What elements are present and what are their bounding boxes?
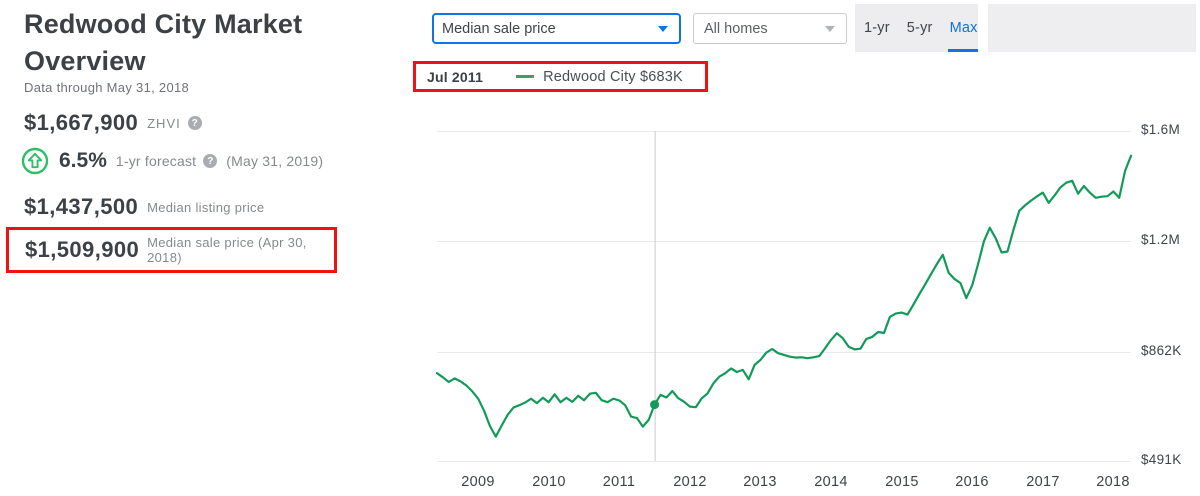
data-through-note: Data through May 31, 2018 <box>24 80 190 95</box>
x-tick-label: 2010 <box>532 474 566 490</box>
tab-5yr[interactable]: 5-yr <box>906 20 933 36</box>
zhvi-stat-row: $1,667,900 ZHVI ? <box>24 110 202 136</box>
home-type-select-value: All homes <box>704 20 768 37</box>
forecast-label: 1-yr forecast <box>115 153 197 169</box>
x-tick-label: 2017 <box>1026 474 1060 490</box>
y-tick-label: $1.6M <box>1141 122 1181 137</box>
y-tick-label: $1.2M <box>1141 232 1181 247</box>
series-dash-icon <box>516 75 535 78</box>
chevron-down-icon <box>658 25 668 32</box>
x-tick-label: 2013 <box>743 474 777 490</box>
forecast-stat-row: 6.5% 1-yr forecast ? (May 31, 2019) <box>21 147 323 175</box>
y-tick-label: $491K <box>1141 452 1182 467</box>
sale-price-label: Median sale price (Apr 30, 2018) <box>147 235 307 265</box>
tooltip-date: Jul 2011 <box>427 68 484 85</box>
x-tick-label: 2014 <box>814 474 848 490</box>
help-icon[interactable]: ? <box>203 154 218 168</box>
x-tick-label: 2012 <box>673 474 707 490</box>
help-icon[interactable]: ? <box>187 116 202 130</box>
page-title: Redwood City Market Overview <box>24 9 303 76</box>
active-tab-underline <box>948 49 978 52</box>
tab-max[interactable]: Max <box>949 20 978 36</box>
x-tick-label: 2011 <box>602 474 636 490</box>
listing-price-value: $1,437,500 <box>24 194 139 219</box>
forecast-value: 6.5% <box>59 149 107 172</box>
tooltip-series-value: Redwood City $683K <box>543 68 683 85</box>
up-arrow-circle-icon <box>21 147 49 175</box>
sale-price-highlight-box: $1,509,900 Median sale price (Apr 30, 20… <box>6 227 337 273</box>
header-panel-background <box>988 4 1196 52</box>
x-tick-label: 2016 <box>955 474 989 490</box>
x-tick-label: 2018 <box>1096 474 1130 490</box>
listing-price-stat-row: $1,437,500 Median listing price <box>24 194 264 220</box>
metric-select-value: Median sale price <box>442 20 556 37</box>
x-tick-label: 2015 <box>885 474 919 490</box>
zhvi-value: $1,667,900 <box>24 110 139 135</box>
price-line <box>435 154 1133 438</box>
cursor-dot <box>650 400 660 410</box>
metric-select[interactable]: Median sale price <box>432 13 681 44</box>
x-tick-label: 2009 <box>461 474 495 490</box>
listing-price-label: Median listing price <box>147 199 265 215</box>
chevron-down-icon <box>825 25 835 32</box>
sale-price-value: $1,509,900 <box>25 237 140 262</box>
range-tab-group-background <box>855 4 978 52</box>
time-range-tabs: 1-yr 5-yr Max <box>864 4 978 52</box>
chart-tooltip-highlight-box: Jul 2011 Redwood City $683K <box>413 61 708 92</box>
home-type-select[interactable]: All homes <box>693 13 847 44</box>
zhvi-label: ZHVI <box>147 115 181 131</box>
forecast-date: (May 31, 2019) <box>226 153 324 169</box>
tab-1yr[interactable]: 1-yr <box>864 20 890 36</box>
y-tick-label: $862K <box>1141 343 1182 358</box>
